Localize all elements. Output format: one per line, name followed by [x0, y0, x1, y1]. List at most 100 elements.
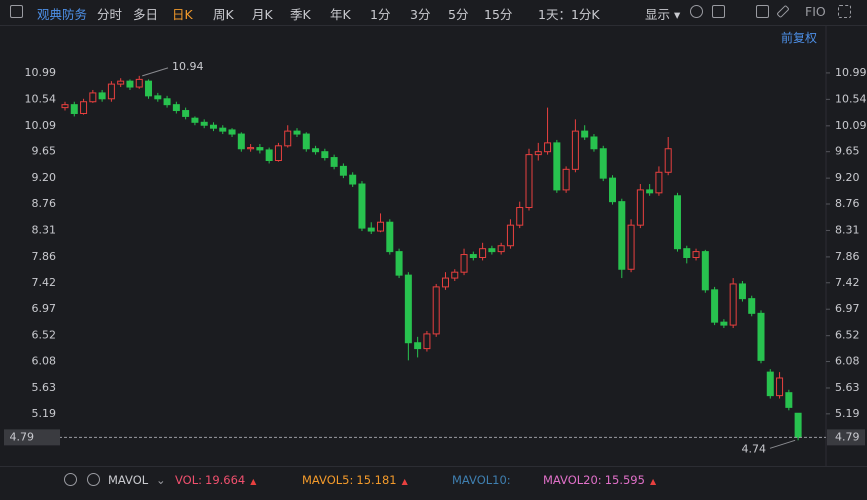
y-tick-label-right: 10.99 [835, 66, 867, 79]
candle-body [219, 127, 227, 132]
fullscreen-icon[interactable] [838, 5, 851, 18]
candle-body [209, 124, 217, 129]
period-tab[interactable]: 日K [172, 7, 193, 22]
period-tab[interactable]: 分时 [97, 7, 123, 22]
candle-body [89, 92, 97, 103]
y-tick-label: 10.99 [25, 66, 57, 79]
trend-arrow: ▲ [649, 477, 657, 486]
settings-icon[interactable] [690, 5, 703, 18]
indicator-label: MAVOL10: [452, 473, 511, 487]
y-tick-label: 10.54 [25, 92, 57, 105]
candle-body [145, 80, 153, 97]
candle-body [98, 92, 106, 100]
candle-body [182, 110, 190, 117]
candle-body [107, 83, 115, 100]
candle-body [377, 221, 385, 232]
candle-body [562, 168, 570, 191]
candle-body [516, 207, 524, 226]
candle-body [284, 130, 292, 147]
indicator-dropdown[interactable]: ⌄ [156, 473, 166, 487]
candle-body [469, 254, 477, 258]
period-tab[interactable]: 1分 [370, 7, 391, 22]
draw-icon[interactable] [776, 4, 790, 19]
stock-icon[interactable] [10, 5, 23, 18]
indicator-label: MAVOL20: [543, 473, 602, 487]
current-price-label-right: 4.79 [835, 430, 860, 443]
period-tab[interactable]: 季K [290, 7, 311, 22]
candle-body [265, 149, 273, 162]
y-tick-label: 7.86 [32, 250, 57, 263]
candle-body [544, 142, 552, 153]
candle-body [646, 189, 654, 194]
y-tick-label: 6.97 [32, 302, 57, 315]
candle-body [479, 248, 487, 258]
candle-body [673, 195, 681, 250]
display-menu[interactable]: 显示 ▾ [645, 7, 681, 22]
y-tick-label-right: 9.65 [835, 145, 860, 158]
candle-body [126, 80, 134, 88]
y-tick-label: 6.08 [32, 355, 57, 368]
period-tab[interactable]: 月K [252, 7, 273, 22]
indicator-label: MAVOL5: [302, 473, 354, 487]
y-tick-label-right: 8.31 [835, 223, 860, 236]
candle-body [599, 148, 607, 179]
period-tab[interactable]: 5分 [448, 7, 469, 22]
period-tab[interactable]: 1天：1分K [538, 7, 600, 22]
candle-body [432, 286, 440, 335]
y-tick-label-right: 10.09 [835, 119, 867, 132]
candle-body [571, 130, 579, 170]
y-tick-label: 7.42 [32, 276, 57, 289]
candle-body [274, 145, 282, 162]
fit-button[interactable]: FIO [805, 4, 826, 19]
indicator-settings[interactable] [64, 473, 77, 486]
checkbox-icon[interactable] [712, 5, 725, 18]
max-pointer [142, 67, 169, 77]
candle-body [414, 342, 422, 350]
y-tick-label: 6.52 [32, 329, 57, 342]
candle-body [534, 151, 542, 156]
y-tick-label-right: 8.76 [835, 197, 860, 210]
candle-body [395, 251, 403, 276]
candle-body [655, 171, 663, 194]
candle-body [525, 154, 533, 209]
display-label: 显示 [645, 7, 671, 22]
indicator-close[interactable] [87, 473, 100, 486]
y-tick-label: 8.31 [32, 223, 57, 236]
candle-body [302, 133, 310, 150]
stock-name[interactable]: 观典防务 [37, 7, 88, 22]
indicator-value: 19.664 [205, 473, 246, 487]
current-price-box [4, 429, 60, 446]
candle-body [339, 165, 347, 176]
adjust-mode[interactable]: 前复权 [780, 31, 817, 45]
candle-body [460, 254, 468, 273]
candle-body [237, 133, 245, 150]
candle-body [367, 227, 375, 232]
candle-body [200, 121, 208, 126]
period-tab[interactable]: 周K [213, 7, 234, 22]
period-tab[interactable]: 3分 [410, 7, 431, 22]
candle-body [590, 136, 598, 150]
candle-body [247, 147, 255, 150]
period-tab[interactable]: 多日 [133, 7, 159, 22]
candle-body [794, 412, 802, 438]
candle-body [636, 189, 644, 226]
period-tab[interactable]: 15分 [484, 7, 513, 22]
period-tab[interactable]: 年K [330, 7, 351, 22]
camera-icon[interactable] [756, 5, 769, 18]
candle-body [441, 277, 449, 288]
y-tick-label-right: 7.86 [835, 250, 860, 263]
candle-body [191, 117, 199, 123]
indicator-value: 15.595 [604, 473, 645, 487]
candle-body [423, 333, 431, 350]
y-tick-label: 9.65 [32, 145, 57, 158]
candle-body [256, 147, 264, 151]
candle-body [553, 142, 561, 191]
candle-body [321, 151, 329, 159]
indicator-name[interactable]: MAVOL [108, 473, 149, 487]
candle-body [80, 101, 88, 114]
candle-body [609, 177, 617, 203]
y-tick-label: 8.76 [32, 197, 57, 210]
indicator-item: MAVOL20: 15.595 ▲ [543, 473, 656, 487]
